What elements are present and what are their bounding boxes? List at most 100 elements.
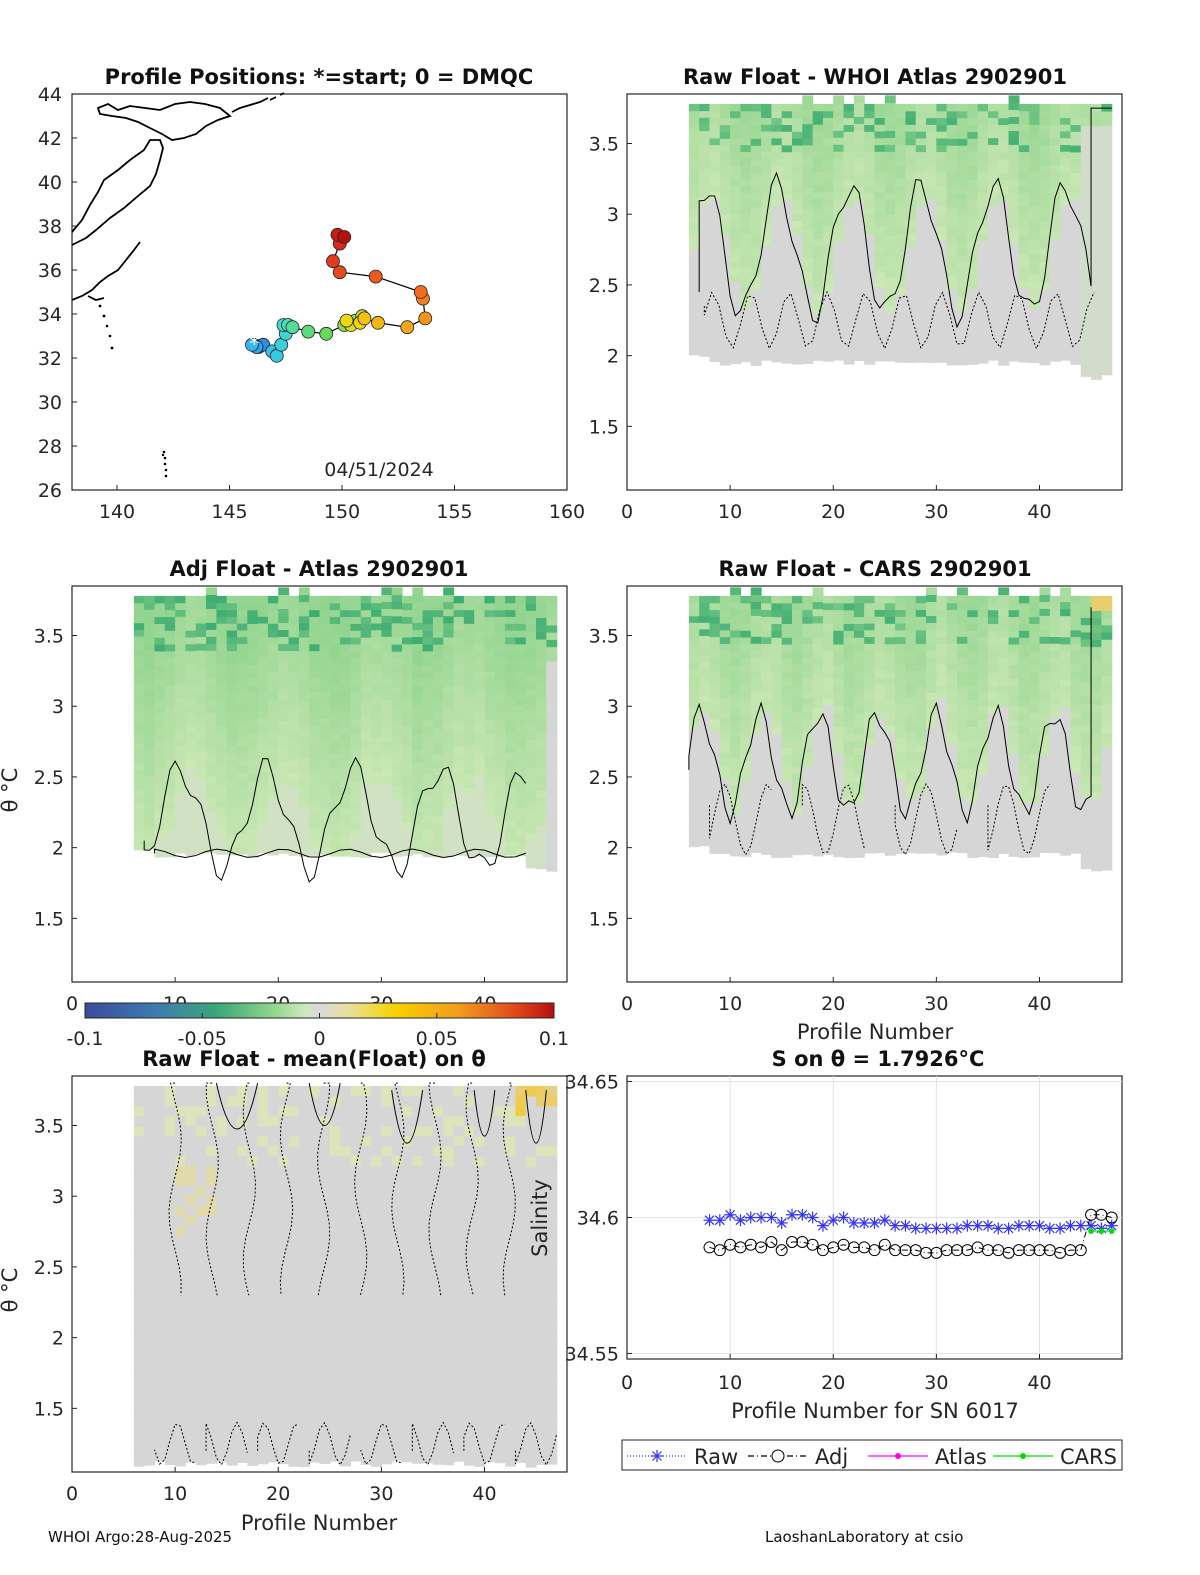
cell [699,130,711,138]
cell [699,747,711,755]
cell [915,239,927,248]
cell [771,341,783,349]
cell [1091,646,1102,655]
cell [1018,644,1030,652]
cell [484,650,496,659]
cell [884,298,896,306]
cell [719,690,731,699]
cell [802,194,814,202]
cell [761,319,772,327]
cell [1049,266,1061,274]
cell [998,804,1010,812]
cell [1029,685,1041,693]
cell [802,677,814,685]
cell [494,801,506,810]
cell [340,808,352,816]
cell [688,249,700,257]
cell [822,711,834,719]
cell [206,615,217,623]
cell [164,1225,176,1236]
cell [371,778,382,786]
cell [432,815,444,824]
cell [164,753,176,762]
cell [536,667,547,676]
cell [740,280,752,288]
cell [494,788,506,796]
cell [1101,146,1113,155]
cell [350,623,362,631]
cell [1091,711,1102,720]
cell [843,206,855,214]
cell [1018,712,1030,721]
cell [843,131,855,139]
cell [812,693,824,702]
cell [864,792,876,800]
cell [740,117,752,125]
cell [164,1304,176,1316]
cell [967,151,979,160]
cell [546,719,558,727]
cell [288,609,300,617]
cell [977,144,989,153]
cell [1049,137,1061,146]
cell [515,780,527,788]
cell [709,212,721,220]
cell [133,1135,145,1147]
cell [237,684,248,692]
cell [802,725,814,733]
cell [463,814,475,823]
cell [843,158,855,167]
cell [843,788,855,797]
cell [319,827,331,835]
cell [936,609,948,617]
cell [987,117,999,125]
cell [484,719,496,727]
cell [340,643,352,652]
cell [719,758,731,766]
cell [185,664,197,672]
cell [977,808,989,816]
y-tick-label: 40 [38,172,62,194]
cell [536,610,547,619]
cell [792,623,803,631]
cell [987,258,999,267]
cell [781,206,793,214]
cell [946,717,958,725]
cell [730,848,742,857]
cell [443,629,455,638]
cell [422,822,434,830]
cell [164,650,176,659]
cell [833,664,845,672]
cell [771,355,783,363]
cell [412,734,424,743]
cell [267,684,279,692]
cell [864,323,876,331]
cell [432,781,444,789]
cell [237,616,248,624]
cell [688,295,700,303]
cell [1049,643,1061,651]
cell [1039,810,1051,819]
cell [905,744,917,752]
cell [926,328,937,336]
cell [247,685,259,693]
cell [946,750,958,759]
cell [833,719,845,727]
y-tick-label: 3.5 [589,134,619,156]
cell [709,609,721,617]
cell [474,848,486,857]
cell [750,817,762,826]
cell [1101,790,1113,799]
cell [915,629,927,638]
cell [864,213,876,221]
cell [267,752,279,761]
cell [195,636,207,644]
cell [1091,682,1102,691]
y-tick-label: 26 [38,480,62,502]
cell [987,650,999,659]
cell [175,764,187,773]
cell [915,812,927,820]
cell [936,348,948,357]
cell [494,726,506,734]
cell [699,183,711,191]
